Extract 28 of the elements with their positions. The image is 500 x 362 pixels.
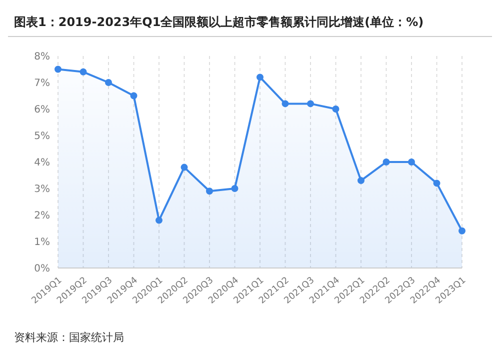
point xyxy=(231,185,238,192)
y-tick-label: 8% xyxy=(34,52,50,63)
point xyxy=(130,92,138,100)
point xyxy=(256,74,264,81)
point xyxy=(105,79,112,86)
point xyxy=(433,180,440,187)
y-tick-label: 2% xyxy=(34,210,50,222)
y-tick-label: 6% xyxy=(34,104,50,116)
y-tick-label: 3% xyxy=(34,184,50,196)
y-tick-label: 5% xyxy=(34,131,50,142)
chart-title: 图表1：2019-2023年Q1全国限额以上超市零售额累计同比增速(单位：%) xyxy=(14,14,424,31)
point xyxy=(358,177,364,184)
text: 资料来源：国家统计局 xyxy=(14,330,124,345)
point xyxy=(80,68,87,76)
y-tick-label: 0% xyxy=(34,264,50,275)
point xyxy=(382,158,390,166)
point xyxy=(282,100,289,108)
point xyxy=(156,216,162,224)
point xyxy=(408,158,415,166)
point xyxy=(180,164,188,171)
point xyxy=(458,227,466,234)
point xyxy=(307,100,314,108)
point xyxy=(54,66,62,73)
point xyxy=(206,188,213,195)
y-tick-label: 7% xyxy=(34,78,50,90)
y-tick-label: 4% xyxy=(34,158,50,169)
y-tick-label: 1% xyxy=(34,237,50,248)
point xyxy=(332,106,340,112)
